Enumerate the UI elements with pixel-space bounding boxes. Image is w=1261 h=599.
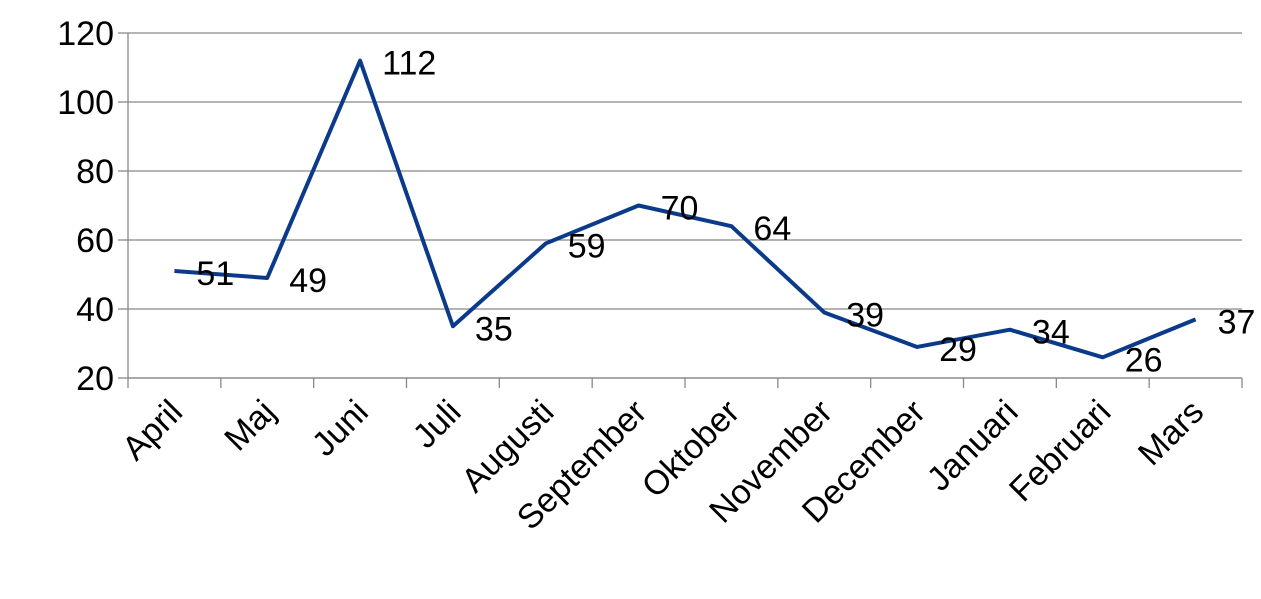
y-tick-label: 100 bbox=[57, 84, 114, 122]
data-label: 64 bbox=[753, 210, 791, 248]
x-tick-label: Juli bbox=[406, 393, 469, 456]
y-tick-label: 60 bbox=[76, 222, 114, 260]
data-label: 49 bbox=[289, 262, 327, 300]
x-tick-label: Februari bbox=[1002, 393, 1118, 509]
data-label: 29 bbox=[939, 331, 977, 369]
data-line bbox=[174, 58, 1197, 360]
y-tick-label: 120 bbox=[57, 15, 114, 53]
x-tick-label: Juni bbox=[305, 393, 376, 464]
y-tick-label: 80 bbox=[76, 153, 114, 191]
x-tick-label: Maj bbox=[217, 393, 283, 459]
data-label: 59 bbox=[568, 227, 606, 265]
data-label: 70 bbox=[661, 190, 699, 228]
data-label: 34 bbox=[1032, 314, 1070, 352]
data-label: 112 bbox=[382, 45, 436, 83]
data-label: 37 bbox=[1218, 303, 1256, 341]
y-tick-label: 20 bbox=[76, 360, 114, 398]
x-tick-label: Mars bbox=[1131, 393, 1211, 473]
y-tick-label: 40 bbox=[76, 291, 114, 329]
data-label: 35 bbox=[475, 310, 513, 348]
data-label: 39 bbox=[846, 296, 884, 334]
data-label: 51 bbox=[196, 255, 234, 293]
data-label: 26 bbox=[1125, 341, 1163, 379]
x-tick-label: April bbox=[115, 393, 190, 468]
